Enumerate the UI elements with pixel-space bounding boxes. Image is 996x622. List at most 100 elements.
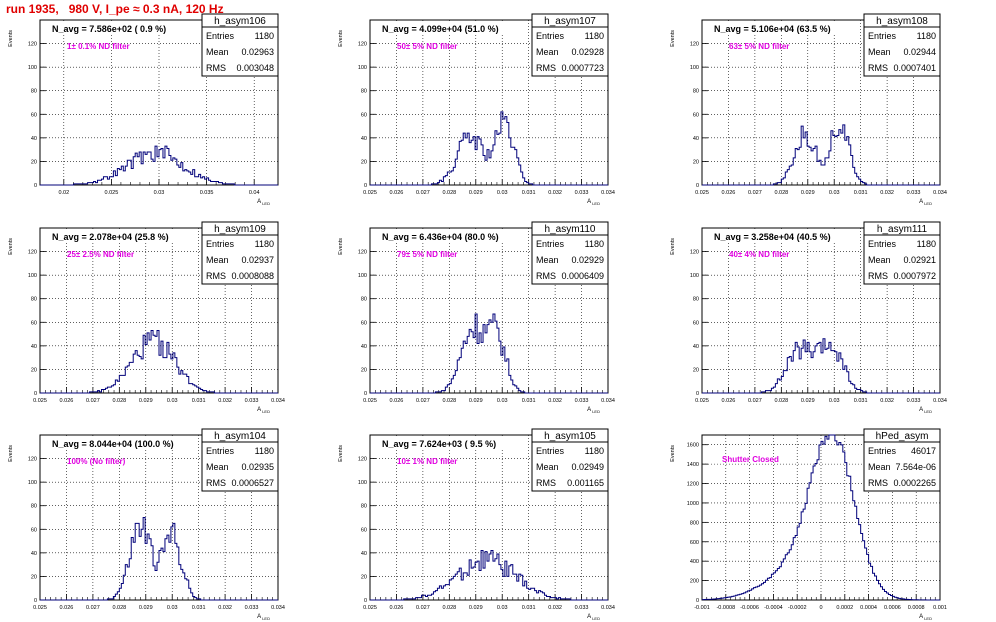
x-tick-label: 0.031: [192, 398, 206, 404]
navg-label: N_avg = 8.044e+04 (100.0 %): [52, 439, 174, 449]
x-axis-label-subscript: LED: [923, 201, 932, 206]
filter-label: 63± 5% ND filter: [729, 42, 789, 51]
x-tick-label: 0.033: [575, 190, 589, 196]
stats-box: [531, 428, 609, 492]
navg-label-box: [41, 436, 189, 450]
x-tick-label: 0.028: [442, 398, 456, 404]
x-tick-label: 0.034: [933, 398, 947, 404]
filter-label: 1± 0.1% ND filter: [67, 42, 130, 51]
filter-label: Shutter Closed: [722, 455, 779, 464]
y-tick-label: 100: [358, 65, 367, 71]
x-tick-label: 0.032: [880, 190, 894, 196]
navg-label: N_avg = 4.099e+04 (51.0 %): [382, 24, 499, 34]
navg-label: N_avg = 6.436e+04 (80.0 %): [382, 232, 499, 242]
stats-key-entries: Entries: [206, 31, 235, 41]
stats-key-mean: Mean: [536, 255, 559, 265]
stats-key-rms: RMS: [206, 478, 226, 488]
stats-box: [863, 428, 941, 492]
x-tick-label: 0.032: [218, 398, 232, 404]
stats-box-name: h_asym111: [877, 224, 928, 235]
x-axis-label: A LED: [587, 407, 600, 414]
stats-key-mean: Mean: [536, 462, 559, 472]
x-tick-label: 0.027: [748, 398, 762, 404]
y-tick-label: 120: [690, 42, 699, 48]
x-axis-label: A LED: [257, 614, 270, 621]
y-tick-label: 60: [693, 320, 699, 326]
y-tick-label: 120: [28, 457, 37, 463]
stats-value-mean: 0.02944: [903, 47, 936, 57]
y-tick-label: 120: [28, 250, 37, 256]
filter-label: 50± 5% ND filter: [397, 42, 457, 51]
y-tick-label: 100: [28, 273, 37, 279]
y-tick-label: 100: [358, 273, 367, 279]
stats-key-rms: RMS: [868, 271, 888, 281]
stats-key-mean: Mean: [206, 462, 229, 472]
stats-box-name: h_asym106: [214, 16, 266, 27]
navg-label: N_avg = 7.586e+02 ( 0.9 %): [52, 24, 166, 34]
plot-frame: [369, 19, 609, 186]
stats-value-rms: 0.0006409: [561, 271, 604, 281]
stats-value-rms: 0.0006527: [231, 478, 274, 488]
filter-label: 100% (No filter): [67, 457, 126, 466]
x-tick-label: 0.03: [154, 190, 165, 196]
x-tick-label: 0.031: [522, 398, 536, 404]
y-tick-label: 0: [34, 183, 37, 189]
y-tick-label: 600: [690, 540, 699, 546]
x-axis-label-subscript: LED: [591, 616, 600, 621]
stats-box-name: h_asym105: [544, 431, 596, 442]
y-tick-label: 80: [693, 297, 699, 303]
y-tick-label: 120: [358, 42, 367, 48]
stats-value-mean: 0.02935: [241, 462, 274, 472]
stats-key-entries: Entries: [206, 239, 235, 249]
stats-key-mean: Mean: [868, 255, 891, 265]
stats-box-name: hPed_asym: [876, 431, 929, 442]
histogram-line: [370, 111, 608, 186]
y-tick-label: 40: [361, 551, 367, 557]
navg-label-box: [371, 21, 519, 35]
stats-value-rms: 0.001165: [567, 478, 604, 488]
histogram-line: [40, 517, 278, 601]
x-tick-label: 0.032: [548, 398, 562, 404]
x-tick-label: 0.034: [601, 605, 615, 611]
x-axis-label-subscript: LED: [261, 201, 270, 206]
y-tick-label: 80: [31, 89, 37, 95]
y-tick-label: 120: [690, 250, 699, 256]
stats-box: [531, 221, 609, 285]
y-tick-label: 100: [28, 65, 37, 71]
y-tick-label: 80: [31, 504, 37, 510]
navg-label-box: [371, 436, 519, 450]
x-tick-label: 0.031: [854, 190, 868, 196]
x-tick-label: 0.034: [933, 190, 947, 196]
stats-value-mean: 0.02929: [571, 255, 604, 265]
y-tick-label: 0: [696, 598, 699, 604]
stats-key-entries: Entries: [536, 31, 565, 41]
histogram-panel-hPed_asym: -0.001 -0.0008 -0.0006 -0.0004 -0.0002 0 0.000…: [670, 428, 947, 621]
x-axis-label-subscript: LED: [261, 616, 270, 621]
x-axis-label-subscript: LED: [923, 616, 932, 621]
x-axis-label: A LED: [919, 614, 932, 621]
y-tick-label: 20: [31, 159, 37, 165]
y-tick-label: 0: [364, 183, 367, 189]
stats-key-entries: Entries: [536, 239, 565, 249]
y-axis-label: Events: [8, 238, 14, 255]
stats-box: [863, 221, 941, 285]
stats-box-name: h_asym110: [545, 224, 596, 235]
filter-label: 25± 2.5% ND filter: [67, 250, 134, 259]
y-tick-label: 0: [696, 183, 699, 189]
histogram-panel-h_asym108: 0.025 0.026 0.027 0.028 0.029 0.03 0.031 0.032 0…: [670, 13, 947, 206]
y-tick-label: 120: [358, 457, 367, 463]
y-axis-label: Events: [338, 30, 344, 47]
x-tick-label: 0.031: [854, 398, 868, 404]
stats-value-entries: 1180: [917, 31, 936, 41]
navg-label-box: [703, 229, 851, 243]
stats-box: [863, 13, 941, 77]
x-tick-label: 0.029: [469, 605, 483, 611]
histogram-panel-h_asym106: 0.02 0.025 0.03 0.035 0.04 0 20 40 60 80 100 120 Eve…: [8, 13, 279, 206]
stats-value-mean: 0.02963: [241, 47, 274, 57]
x-tick-label: 0.033: [575, 398, 589, 404]
y-axis-label: Events: [8, 445, 14, 462]
x-tick-label: 0.026: [390, 190, 404, 196]
x-tick-label: 0.035: [200, 190, 214, 196]
x-tick-label: 0.032: [218, 605, 232, 611]
x-tick-label: 0.0008: [908, 605, 925, 611]
